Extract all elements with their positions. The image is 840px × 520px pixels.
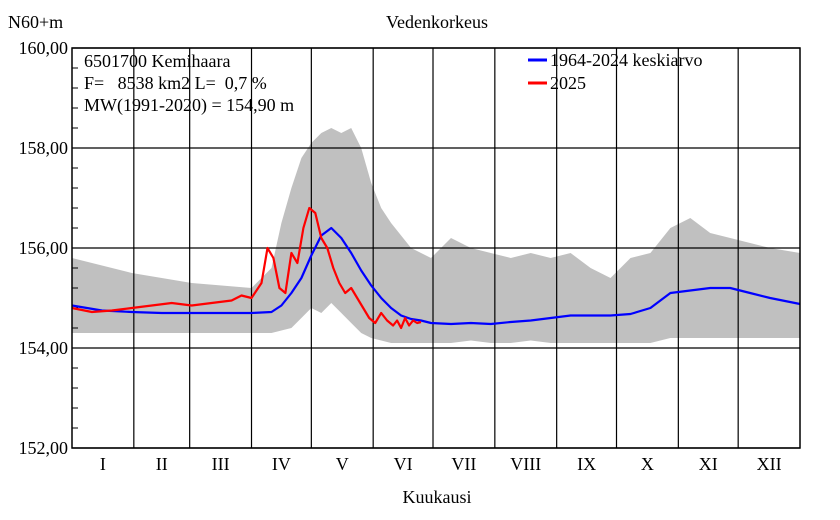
- x-tick-label-0: I: [100, 454, 106, 474]
- y-tick-label-1: 154,00: [19, 338, 69, 358]
- station-info-line-3: MW(1991-2020) = 154,90 m: [84, 95, 294, 116]
- x-tick-label-3: IV: [272, 454, 291, 474]
- x-tick-label-4: V: [336, 454, 349, 474]
- frame-layer: [71, 47, 801, 449]
- x-tick-label-2: III: [212, 454, 230, 474]
- x-tick-label-8: IX: [577, 454, 596, 474]
- x-tick-label-9: X: [641, 454, 654, 474]
- legend-label-mean: 1964-2024 keskiarvo: [550, 50, 702, 70]
- x-tick-label-1: II: [156, 454, 168, 474]
- station-info-line-2: F= 8538 km2 L= 0,7 %: [84, 73, 267, 93]
- plot-frame: [71, 47, 801, 449]
- series-line-1: [71, 206, 422, 330]
- y-axis-label: N60+m: [8, 12, 63, 32]
- legend-label-current: 2025: [550, 73, 586, 93]
- series-line-0: [71, 226, 801, 326]
- y-tick-label-4: 160,00: [19, 38, 69, 58]
- min-max-band-layer: [72, 128, 800, 343]
- y-tick-label-2: 156,00: [19, 238, 69, 258]
- series-layer: [71, 206, 801, 330]
- x-tick-label-10: XI: [699, 454, 718, 474]
- min-max-band: [72, 128, 800, 343]
- y-tick-label-0: 152,00: [19, 438, 69, 458]
- x-tick-label-6: VII: [451, 454, 476, 474]
- station-info-line-1: 6501700 Kemihaara: [84, 51, 230, 71]
- y-tick-labels: 152,00 154,00 156,00 158,00 160,00: [19, 38, 69, 458]
- x-tick-label-7: VIII: [510, 454, 541, 474]
- x-tick-label-11: XII: [757, 454, 782, 474]
- y-tick-label-3: 158,00: [19, 138, 69, 158]
- x-axis-label: Kuukausi: [403, 487, 472, 507]
- x-tick-labels: I II III IV V VI VII VIII IX X XI XII: [100, 454, 782, 474]
- station-info: 6501700 Kemihaara F= 8538 km2 L= 0,7 % M…: [84, 51, 294, 116]
- chart-title: Vedenkorkeus: [386, 12, 488, 32]
- legend: 1964-2024 keskiarvo 2025: [528, 50, 702, 93]
- x-tick-label-5: VI: [394, 454, 413, 474]
